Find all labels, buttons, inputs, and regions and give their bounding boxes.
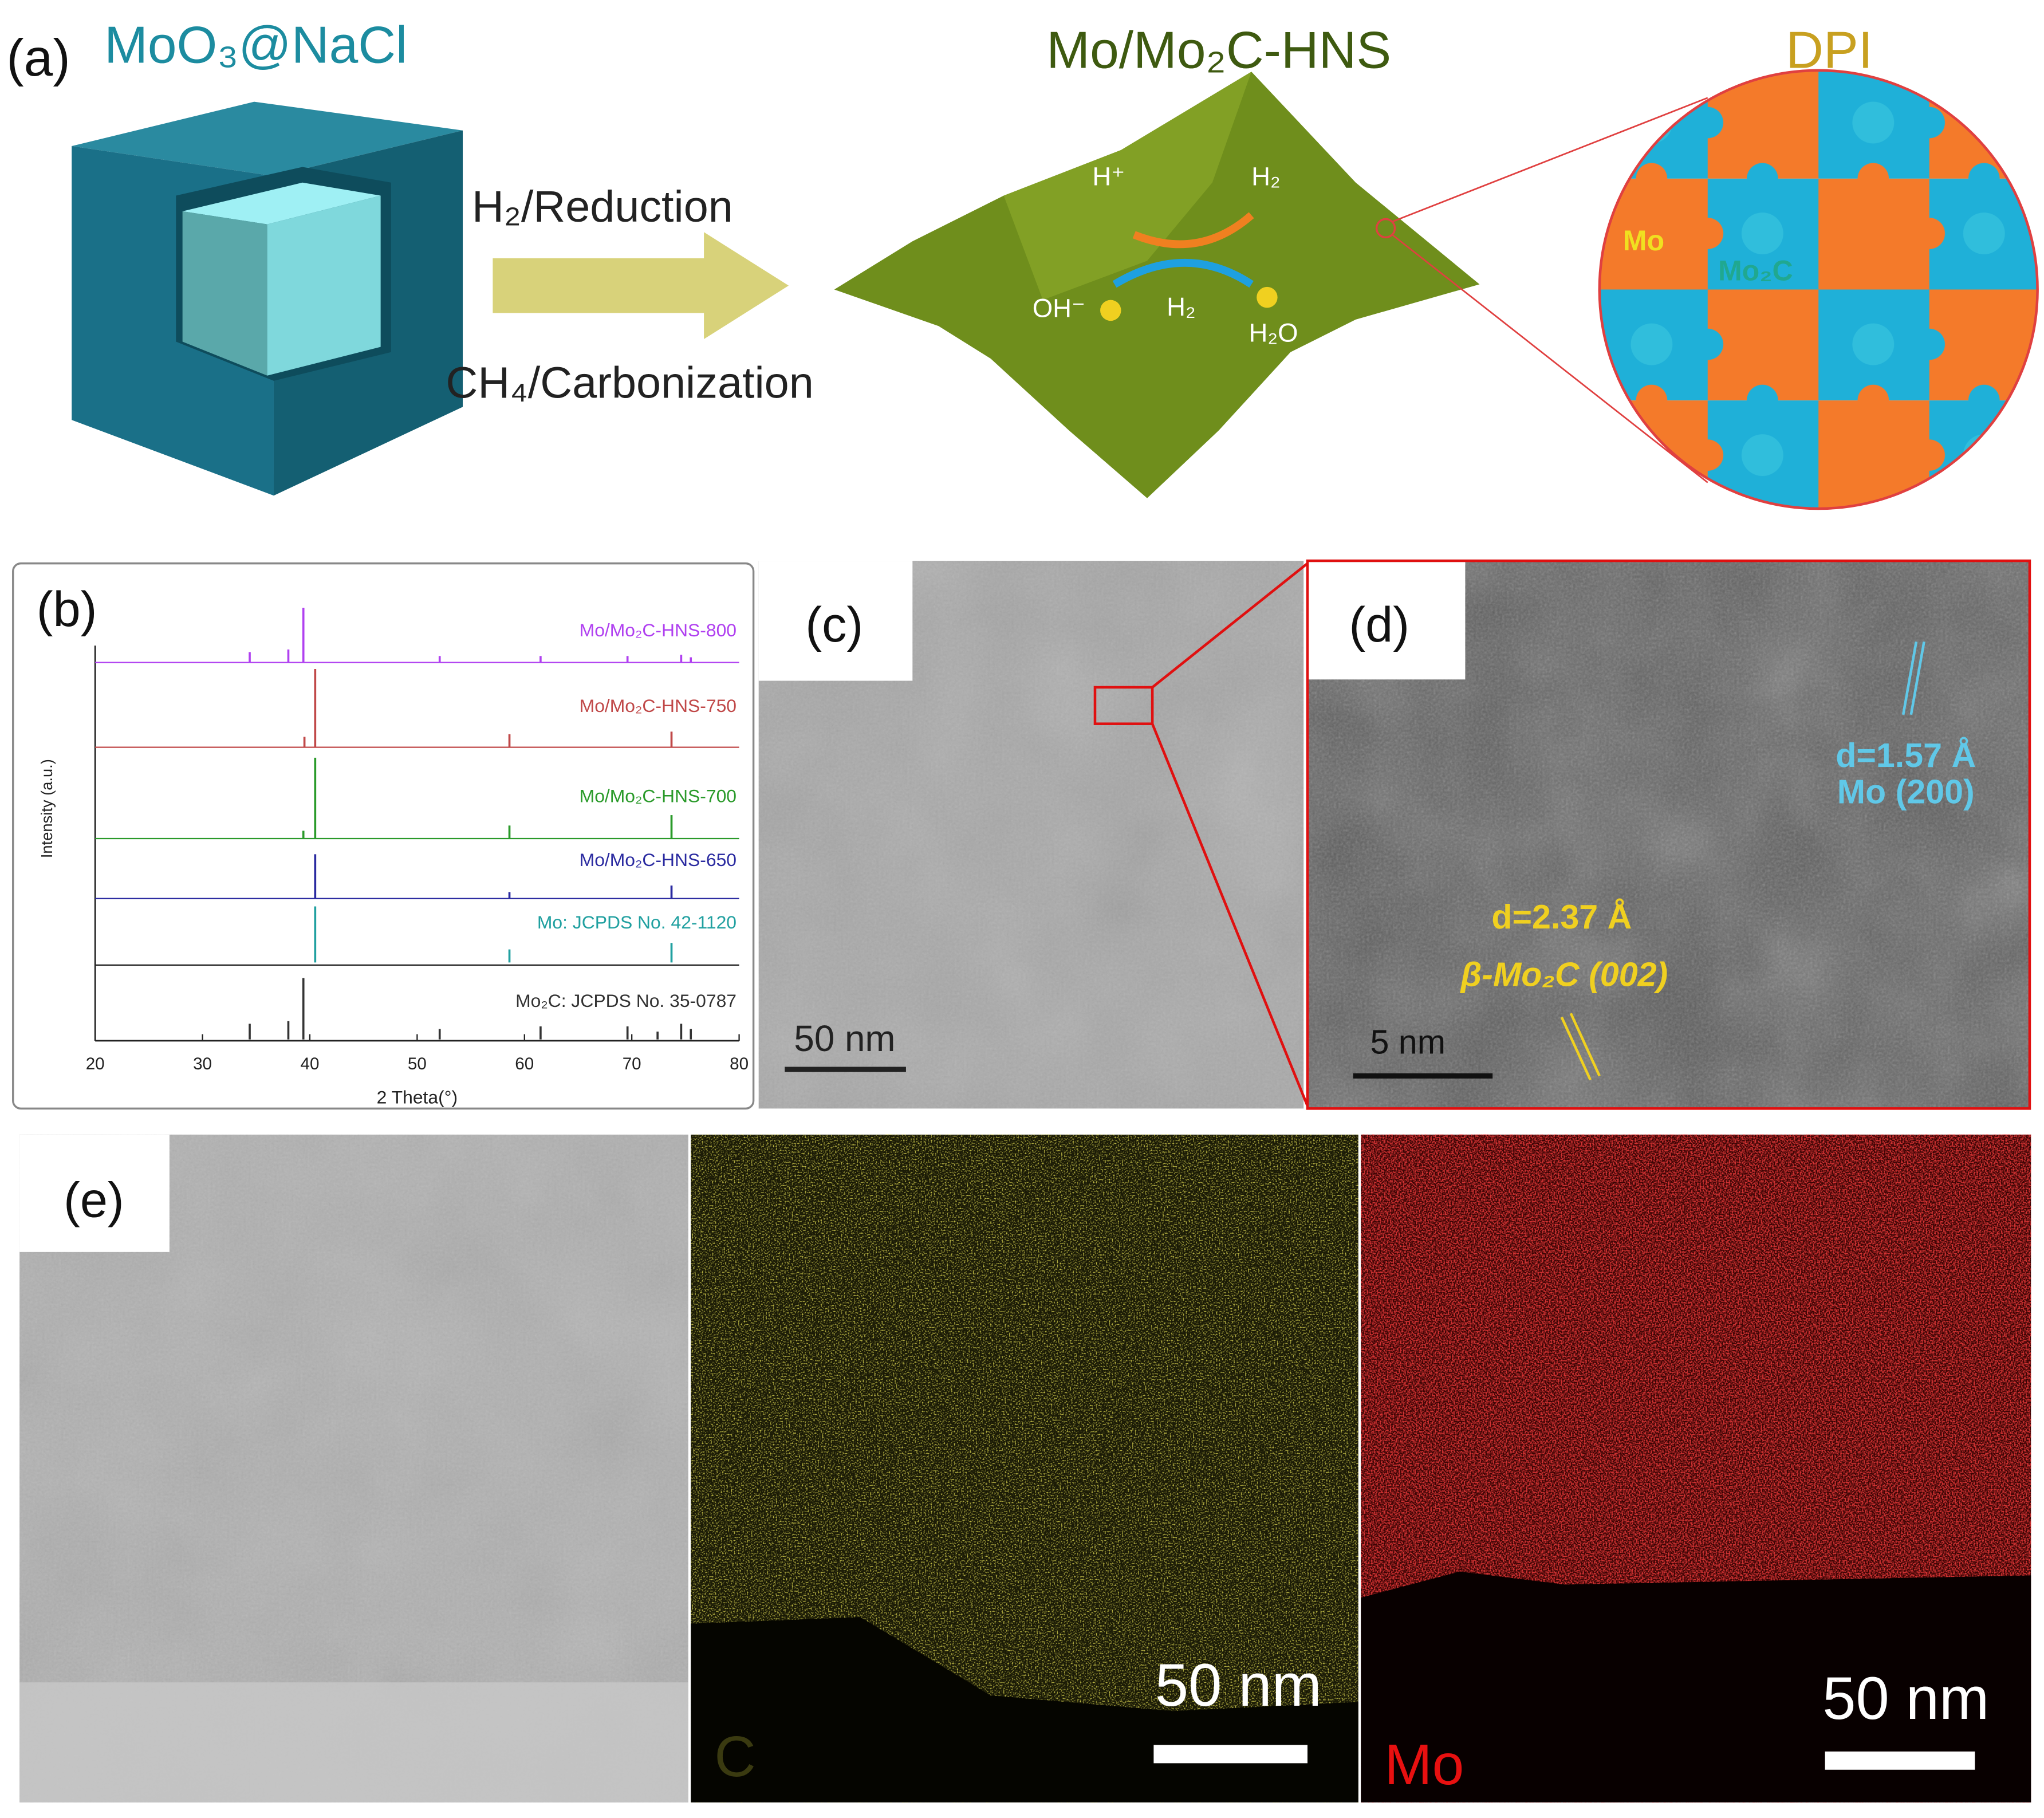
vacuum-region (19, 1682, 688, 1803)
fringe-marker (1569, 1013, 1601, 1077)
puzzle-inset (1599, 70, 2038, 509)
species-label: OH⁻ (1033, 293, 1085, 322)
core-right (267, 195, 381, 376)
hrtem-image: (d) d=1.57 Å Mo (200) d=2.37 Å β-Mo₂C (0… (1306, 559, 2031, 1110)
fringe-marker (1560, 1017, 1592, 1081)
x-tick-label: 50 (408, 1054, 427, 1073)
core-top (182, 182, 381, 225)
nanosheet-highlight (1003, 72, 1252, 300)
scale-bar-label: 5 nm (1370, 1023, 1446, 1061)
species-label: H₂ (1251, 162, 1281, 191)
scale-bar-label: 50 nm (1155, 1652, 1322, 1719)
scale-bar-label: 50 nm (1822, 1665, 1989, 1732)
series-label: Mo/Mo₂C-HNS-650 (580, 849, 737, 870)
step-label: CH₄/Carbonization (446, 358, 813, 407)
reaction-arrow (1112, 259, 1254, 288)
scale-bar-label: 50 nm (794, 1018, 895, 1059)
map-vacuum (1361, 1571, 2031, 1803)
xrd-chart: 20 30 40 50 60 70 80 2 Theta(°) Intensity (a.u.)… (38, 608, 749, 1107)
element-label: Mo (1384, 1733, 1464, 1797)
species-label: H₂ (1167, 292, 1196, 321)
panel-label: (a) (6, 29, 70, 87)
atom (1257, 286, 1278, 308)
zoom-box (1093, 686, 1154, 725)
product-title: Mo/Mo₂C-HNS (1046, 21, 1391, 79)
fringe-marker (1901, 641, 1918, 715)
label-box (19, 1134, 170, 1252)
element-label: C (714, 1725, 755, 1789)
nanosheet (834, 72, 1480, 498)
plane-label: β-Mo₂C (002) (1460, 955, 1668, 993)
arrow (493, 232, 789, 339)
spacing-label: d=2.37 Å (1491, 898, 1632, 936)
zoom-spot (1375, 218, 1396, 239)
tem-image: (c) 50 nm (758, 561, 1309, 1109)
core-front (182, 211, 267, 376)
carbon-map: 50 nm C (691, 1134, 1358, 1803)
x-tick-label: 60 (515, 1054, 534, 1073)
zoom-line (1151, 723, 1309, 1107)
scale-bar (1825, 1751, 1975, 1770)
panel-label: (e) (64, 1172, 124, 1227)
plane-label: Mo (200) (1837, 773, 1975, 811)
x-axis-label: 2 Theta(°) (377, 1087, 458, 1107)
zoom-line (1392, 234, 1708, 483)
scale-bar (1153, 1745, 1307, 1764)
x-tick-label: 30 (193, 1054, 212, 1073)
zoom-line (1392, 97, 1708, 223)
species-label: H₂O (1249, 318, 1298, 348)
molybdenum-map: 50 nm Mo (1361, 1134, 2031, 1803)
panel-border (1306, 559, 2031, 1110)
fringe-marker (1909, 641, 1925, 715)
panel-label: (c) (805, 597, 863, 652)
species-label: H⁺ (1092, 162, 1125, 191)
inset-label: Mo (1623, 225, 1664, 257)
chart-frame (12, 562, 755, 1110)
cube-top (72, 101, 463, 176)
zoom-line (1151, 562, 1309, 688)
series-label: Mo/Mo₂C-HNS-750 (580, 695, 737, 716)
stem-image: (e) (19, 1134, 688, 1803)
series-label: Mo₂C: JCPDS No. 35-0787 (515, 990, 737, 1011)
series-label: Mo/Mo₂C-HNS-700 (580, 785, 737, 806)
x-tick-label: 20 (86, 1054, 105, 1073)
reaction-arrow (1132, 212, 1254, 249)
panel-label: (d) (1349, 597, 1409, 652)
x-tick-label: 70 (623, 1054, 641, 1073)
inset-border (1598, 69, 2039, 510)
spacing-label: d=1.57 Å (1836, 736, 1976, 774)
precursor-title: MoO₃@NaCl (104, 16, 407, 74)
label-box (758, 561, 913, 681)
series-label: Mo/Mo₂C-HNS-800 (580, 620, 737, 640)
inset-label: Mo₂C (1718, 255, 1793, 287)
atom (1100, 300, 1121, 321)
panel-label: (b) (37, 582, 97, 637)
x-tick-label: 80 (730, 1054, 749, 1073)
label-box (1309, 562, 1466, 680)
series-label: Mo: JCPDS No. 42-1120 (537, 912, 737, 932)
step-label: H₂/Reduction (472, 182, 733, 231)
y-axis-label: Intensity (a.u.) (38, 759, 56, 858)
x-tick-label: 40 (301, 1054, 320, 1073)
